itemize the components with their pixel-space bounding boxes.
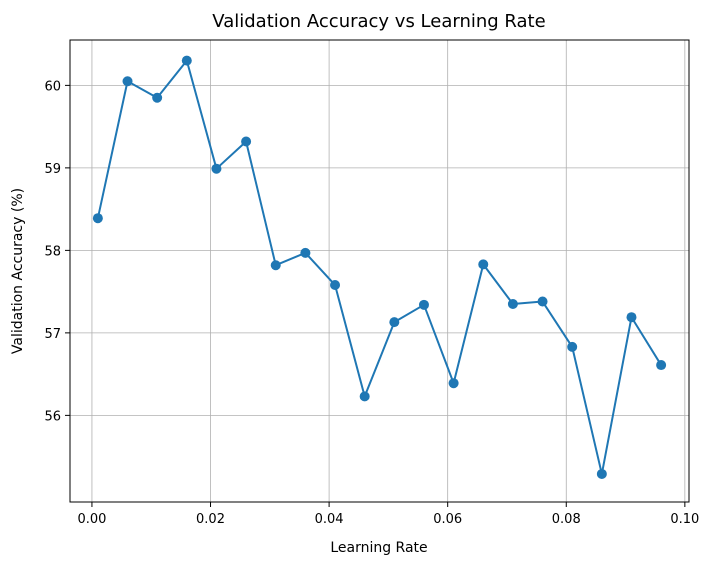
x-tick-label: 0.00 [77, 512, 106, 527]
data-point [507, 299, 518, 309]
y-tick-label: 57 [44, 327, 61, 342]
chart-title: Validation Accuracy vs Learning Rate [212, 11, 545, 32]
x-tick-label: 0.10 [670, 512, 699, 527]
y-axis-label: Validation Accuracy (%) [10, 188, 26, 354]
data-point [418, 299, 429, 310]
y-tick-label: 56 [44, 409, 61, 424]
x-tick-label: 0.04 [315, 512, 344, 527]
data-point [241, 136, 252, 147]
x-axis-label: Learning Rate [330, 540, 427, 556]
data-point [270, 260, 281, 271]
y-tick-label: 58 [44, 244, 61, 259]
data-point [152, 92, 163, 103]
data-point [626, 312, 637, 323]
data-point [448, 378, 459, 389]
grid [70, 40, 689, 502]
y-tick-label: 59 [44, 162, 61, 177]
data-point [122, 76, 133, 87]
x-tick-label: 0.02 [196, 512, 225, 527]
data-point [567, 341, 578, 352]
data-point [330, 280, 341, 291]
data-point [656, 360, 667, 371]
data-point [478, 259, 489, 270]
data-point [92, 213, 103, 224]
series [92, 55, 667, 479]
data-point [211, 163, 222, 174]
axis-ticks: 0.00 0.02 0.04 0.06 0.08 0.10 56 57 58 59 60 [44, 79, 699, 527]
x-tick-label: 0.06 [433, 512, 462, 527]
plot-area-frame [69, 39, 690, 503]
data-point [300, 247, 311, 258]
y-tick-label: 60 [44, 79, 61, 94]
data-point [537, 296, 548, 307]
x-tick-label: 0.08 [552, 512, 581, 527]
series-line [96, 59, 662, 475]
data-point [181, 55, 192, 66]
data-point [359, 391, 370, 402]
data-point [389, 317, 400, 328]
data-point [596, 468, 607, 479]
